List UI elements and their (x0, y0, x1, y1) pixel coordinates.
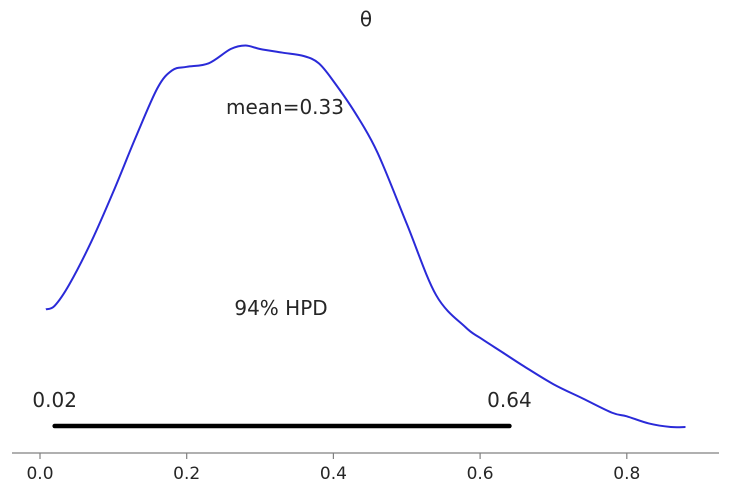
x-tick-label: 0.0 (26, 464, 53, 484)
mean-annotation: mean=0.33 (226, 95, 344, 119)
hpd-label: 94% HPD (234, 296, 327, 320)
density-line-0 (45, 44, 686, 429)
x-tick-label: 0.8 (613, 464, 640, 484)
x-ticks: 0.0 0.2 0.4 0.6 0.8 (26, 453, 640, 484)
series-layer (45, 44, 686, 429)
hpd-layer: 0.02 0.64 (32, 388, 532, 429)
hpd-low-label: 0.02 (32, 388, 77, 412)
x-tick-label: 0.6 (467, 464, 494, 484)
chart-title: θ (360, 7, 372, 31)
x-tick-label: 0.4 (320, 464, 347, 484)
hpd-high-label: 0.64 (487, 388, 532, 412)
x-tick-label: 0.2 (173, 464, 200, 484)
